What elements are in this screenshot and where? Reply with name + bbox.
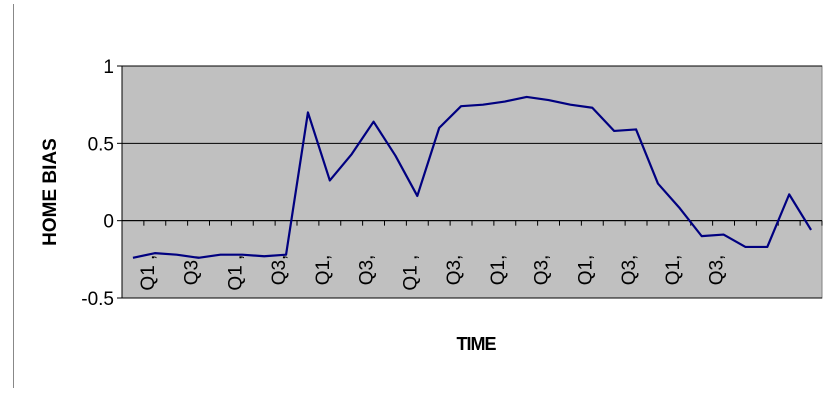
x-tick-label: Q1, (663, 255, 684, 286)
axes (117, 65, 823, 299)
x-tick-labels: Q1 , Q3, Q1 , Q3, Q1, Q3, Q1 , Q3, Q1, Q3, Q1, Q3, Q… (138, 255, 728, 291)
y-tick-labels: -0.5 0 0.5 1 (81, 57, 114, 310)
x-axis-label: TIME (457, 334, 497, 354)
x-tick-label: Q1, (575, 255, 596, 286)
x-tick-label: Q1, (313, 255, 334, 286)
x-tick-label: Q1 , (225, 255, 246, 291)
x-tick-label: Q1 , (138, 255, 159, 291)
x-tick-label: Q3, (182, 255, 203, 286)
y-tick-label: 1 (103, 57, 114, 78)
x-tick-label: Q3, (269, 255, 290, 286)
x-tick-label: Q3, (619, 255, 640, 286)
x-tick-label: Q3, (532, 255, 553, 286)
x-tick-label: Q1, (488, 255, 509, 286)
y-axis-label: HOME BIAS (40, 138, 61, 246)
y-tick-label: -0.5 (81, 289, 114, 310)
series-line (132, 95, 812, 259)
y-tick-label: 0.5 (88, 134, 114, 155)
x-tick-label: Q3, (707, 255, 728, 286)
x-tick-label: Q3, (357, 255, 378, 286)
y-tick-label: 0 (103, 212, 114, 233)
series-lines (132, 95, 812, 259)
x-tick-label: Q1 , (400, 255, 421, 291)
x-tick-label: Q3, (444, 255, 465, 286)
left-border-line (13, 4, 14, 388)
